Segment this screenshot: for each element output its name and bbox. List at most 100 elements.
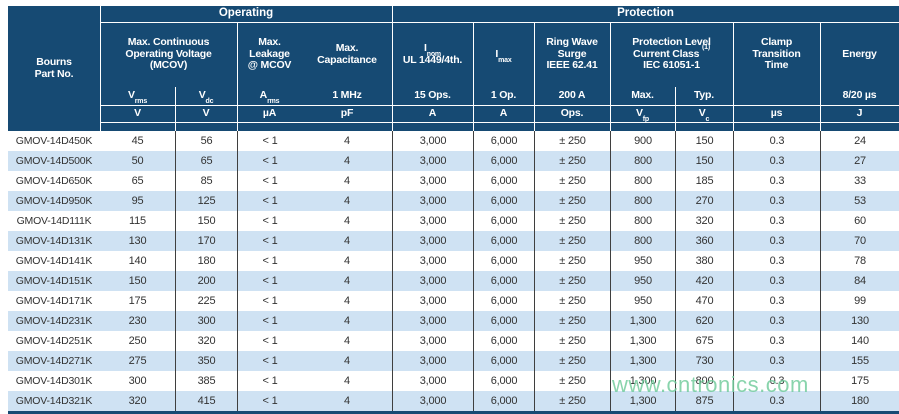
value-cell: ± 250: [534, 371, 610, 391]
table-row: GMOV-14D271K 275 350 < 1 4 3,000 6,000 ± 250 1,3…: [8, 351, 899, 371]
value-cell: 0.3: [733, 311, 820, 331]
value-cell: 53: [820, 191, 899, 211]
value-cell: 270: [675, 191, 733, 211]
value-cell: 800: [610, 231, 675, 251]
value-cell: ± 250: [534, 191, 610, 211]
part-number-cell: GMOV-14D251K: [15, 335, 93, 347]
value-cell: 85: [175, 171, 237, 191]
value-cell: 730: [675, 351, 733, 371]
value-cell: 3,000: [392, 231, 473, 251]
value-cell: 45: [131, 135, 144, 147]
band-protection: Protection: [392, 6, 899, 22]
value-cell: 350: [175, 351, 237, 371]
value-cell: 33: [820, 171, 899, 191]
value-cell: 150: [128, 275, 147, 287]
value-cell: 4: [344, 375, 350, 387]
value-cell: ± 250: [534, 311, 610, 331]
value-cell: 225: [175, 291, 237, 311]
value-cell: 4: [344, 195, 350, 207]
band-operating-label: Operating: [218, 7, 274, 20]
value-cell: 0.3: [733, 231, 820, 251]
value-cell: < 1: [237, 251, 302, 271]
value-cell: 175: [820, 371, 899, 391]
value-cell: 60: [820, 211, 899, 231]
value-cell: 0.3: [733, 191, 820, 211]
divider: [392, 6, 393, 131]
part-number-cell: GMOV-14D450K: [15, 135, 93, 147]
unit-ops-label: Ops.: [560, 106, 584, 119]
group-ringwave: Ring Wave Surge IEEE 62.41: [534, 22, 610, 87]
value-cell: 620: [675, 311, 733, 331]
unit-j: J: [820, 105, 899, 122]
value-cell: 70: [820, 231, 899, 251]
table-row: GMOV-14D111K 115 150 < 1 4 3,000 6,000 ± 250 800…: [8, 211, 899, 231]
value-cell: 875: [675, 391, 733, 411]
value-cell: < 1: [237, 291, 302, 311]
value-cell: ± 250: [534, 351, 610, 371]
part-number-cell: GMOV-14D171K: [15, 295, 93, 307]
table-row: GMOV-14D141K 140 180 < 1 4 3,000 6,000 ± 250 950…: [8, 251, 899, 271]
value-cell: 1,300: [610, 331, 675, 351]
value-cell: 180: [175, 251, 237, 271]
part-col-line1: Bourns: [36, 56, 72, 68]
value-cell: 4: [344, 175, 350, 187]
table-row: GMOV-14D450K 45 56 < 1 4 3,000 6,000 ± 250 900 15…: [8, 131, 899, 151]
a200-label: 200 A: [558, 89, 586, 102]
group-protlevel-l1: Protection Level: [632, 36, 711, 49]
group-leakage: Max. Leakage @ MCOV: [237, 22, 302, 87]
part-number-cell: GMOV-14D131K: [15, 235, 93, 247]
value-cell: 3,000: [392, 271, 473, 291]
subheader-200a: 200 A: [534, 87, 610, 105]
value-cell: 320: [675, 211, 733, 231]
value-cell: 155: [820, 351, 899, 371]
value-cell: 3,000: [392, 211, 473, 231]
unit-v2-label: V: [202, 106, 210, 119]
value-cell: 4: [344, 355, 350, 367]
unit-a2-label: A: [499, 106, 508, 119]
ops15-label: 15 Ops.: [414, 89, 451, 102]
value-cell: 175: [128, 295, 147, 307]
table-row: GMOV-14D231K 230 300 < 1 4 3,000 6,000 ± 250 1,3…: [8, 311, 899, 331]
value-cell: < 1: [237, 231, 302, 251]
max-label: Max.: [631, 89, 654, 102]
value-cell: ± 250: [534, 331, 610, 351]
value-cell: 65: [175, 151, 237, 171]
value-cell: 900: [610, 131, 675, 151]
value-cell: 24: [820, 131, 899, 151]
value-cell: 3,000: [392, 351, 473, 371]
vdc-label: Vdc: [198, 89, 214, 106]
value-cell: 3,000: [392, 291, 473, 311]
unit-ua-label: µA: [262, 106, 277, 119]
unit-vc: Vc: [675, 105, 733, 123]
value-cell: ± 250: [534, 231, 610, 251]
value-cell: 150: [675, 151, 733, 171]
divider: [473, 22, 474, 131]
value-cell: 3,000: [392, 131, 473, 151]
group-leakage-l2: Leakage: [249, 47, 290, 60]
group-mcov: Max. Continuous Operating Voltage (MCOV): [100, 22, 237, 87]
value-cell: 185: [675, 171, 733, 191]
value-cell: < 1: [237, 151, 302, 171]
value-cell: 6,000: [473, 191, 534, 211]
part-number-cell: GMOV-14D650K: [15, 175, 93, 187]
value-cell: 6,000: [473, 391, 534, 411]
value-cell: 415: [175, 391, 237, 411]
value-cell: 78: [820, 251, 899, 271]
part-number-cell: GMOV-14D321K: [15, 395, 93, 407]
table-row: GMOV-14D321K 320 415 < 1 4 3,000 6,000 ± 250 1,3…: [8, 391, 899, 411]
part-number-cell: GMOV-14D231K: [15, 315, 93, 327]
value-cell: 0.3: [733, 151, 820, 171]
unit-v1-label: V: [134, 106, 141, 119]
value-cell: 4: [344, 155, 350, 167]
value-cell: 3,000: [392, 391, 473, 411]
value-cell: 3,000: [392, 331, 473, 351]
value-cell: 320: [128, 395, 147, 407]
value-cell: 3,000: [392, 151, 473, 171]
group-clamp-l3: Time: [764, 59, 789, 72]
unit-us: µs: [733, 105, 820, 122]
group-protlevel-l3: IEC 61051-1: [643, 59, 700, 72]
value-cell: 800: [610, 211, 675, 231]
value-cell: 3,000: [392, 191, 473, 211]
value-cell: 250: [128, 335, 147, 347]
unit-vfp: Vfp: [610, 105, 675, 123]
